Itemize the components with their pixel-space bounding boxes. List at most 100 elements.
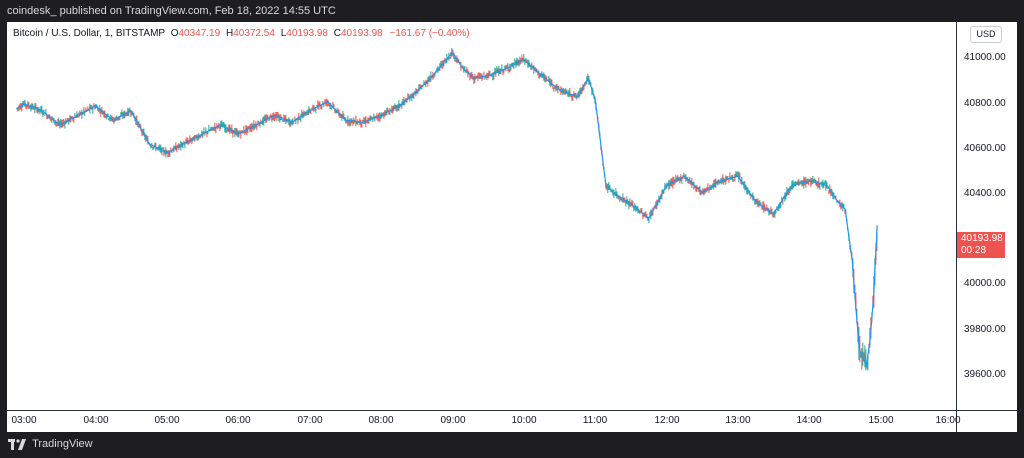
candle-body	[804, 179, 806, 182]
candle	[208, 124, 210, 131]
currency-button[interactable]: USD	[970, 26, 1002, 43]
candle-body	[217, 126, 219, 128]
candle-body	[534, 67, 536, 69]
candle-body	[502, 69, 504, 72]
candle	[37, 106, 39, 114]
candle-body	[295, 120, 297, 122]
candle-body	[130, 112, 132, 114]
candle	[403, 96, 405, 106]
candle	[479, 73, 481, 79]
candle-body	[469, 74, 471, 78]
candle-body	[478, 75, 480, 77]
candle	[349, 118, 351, 127]
candle	[681, 177, 683, 184]
candle-body	[381, 114, 383, 118]
candle	[81, 109, 83, 120]
candle-body	[89, 106, 91, 110]
candle-body	[434, 74, 436, 76]
candle-body	[496, 69, 498, 73]
candle-body	[795, 182, 797, 184]
candle-body	[226, 129, 228, 131]
candle-body	[227, 129, 229, 132]
candle-body	[682, 177, 684, 179]
candle-body	[162, 148, 164, 150]
candle	[812, 175, 814, 185]
candle-body	[721, 180, 723, 182]
candle-body	[203, 131, 205, 134]
candle-body	[497, 69, 499, 73]
candle-body	[403, 100, 405, 102]
candle-body	[607, 188, 609, 190]
symbol-title: Bitcoin / U.S. Dollar, 1, BITSTAMP	[13, 28, 165, 39]
candle-body	[664, 186, 666, 189]
candle	[458, 59, 460, 62]
candle	[215, 127, 217, 134]
candle	[158, 145, 160, 151]
candle-body	[239, 131, 241, 134]
candle	[279, 114, 281, 123]
publish-info-text: coindesk_ published on TradingView.com, …	[7, 5, 336, 17]
footer-branding[interactable]: TradingView	[8, 438, 93, 454]
candle	[264, 114, 266, 121]
candle-body	[548, 79, 550, 81]
candle-body	[449, 57, 451, 59]
grid-lines	[7, 49, 956, 378]
candle-body	[29, 107, 31, 109]
candle-body	[79, 111, 81, 113]
candle-body	[345, 119, 347, 123]
candle-body	[54, 122, 56, 124]
candle	[383, 112, 385, 119]
candle-body	[684, 177, 686, 179]
candle-body	[680, 176, 682, 178]
candle-body	[42, 113, 44, 115]
candle-body	[560, 90, 562, 93]
candle-body	[769, 212, 771, 214]
candle	[518, 59, 520, 67]
candle-body	[316, 105, 318, 107]
candle	[483, 71, 485, 76]
y-tick-label: 39600.00	[964, 369, 1006, 380]
candle	[93, 103, 95, 107]
candle	[861, 348, 863, 370]
candle-body	[75, 116, 77, 118]
candle-body	[109, 118, 111, 120]
candle-body	[331, 107, 333, 109]
candle	[316, 104, 318, 107]
candle-body	[797, 181, 799, 183]
candle-body	[462, 66, 464, 68]
candle-body	[352, 120, 354, 124]
candle	[768, 208, 770, 216]
candle	[79, 110, 81, 117]
candle	[161, 147, 163, 156]
candle-body	[94, 106, 96, 109]
candle-body	[802, 180, 804, 184]
candle-body	[156, 147, 158, 149]
candle	[83, 106, 85, 115]
candle	[509, 63, 511, 73]
candle-body	[673, 180, 675, 182]
candle-body	[160, 147, 162, 151]
candle	[370, 115, 372, 122]
candle	[411, 93, 413, 102]
candle-body	[100, 112, 102, 114]
candle-body	[737, 174, 739, 176]
candle-body	[73, 118, 75, 120]
price-chart[interactable]	[7, 22, 956, 410]
candle-body	[85, 108, 87, 111]
low-label: L	[280, 28, 287, 39]
candle	[364, 117, 366, 124]
candle-body	[790, 187, 792, 190]
candle-body	[458, 59, 460, 61]
candle	[27, 101, 29, 108]
candle-body	[823, 184, 825, 188]
candle-body	[455, 58, 457, 60]
candle	[567, 91, 569, 97]
candle-body	[314, 108, 316, 110]
candle-body	[718, 179, 720, 182]
candle-body	[788, 191, 790, 193]
candle-body	[184, 144, 186, 146]
candle-body	[358, 122, 360, 124]
candle	[282, 119, 284, 123]
candle	[224, 123, 226, 133]
chart-panel[interactable]: Bitcoin / U.S. Dollar, 1, BITSTAMP O4034…	[7, 22, 1017, 432]
